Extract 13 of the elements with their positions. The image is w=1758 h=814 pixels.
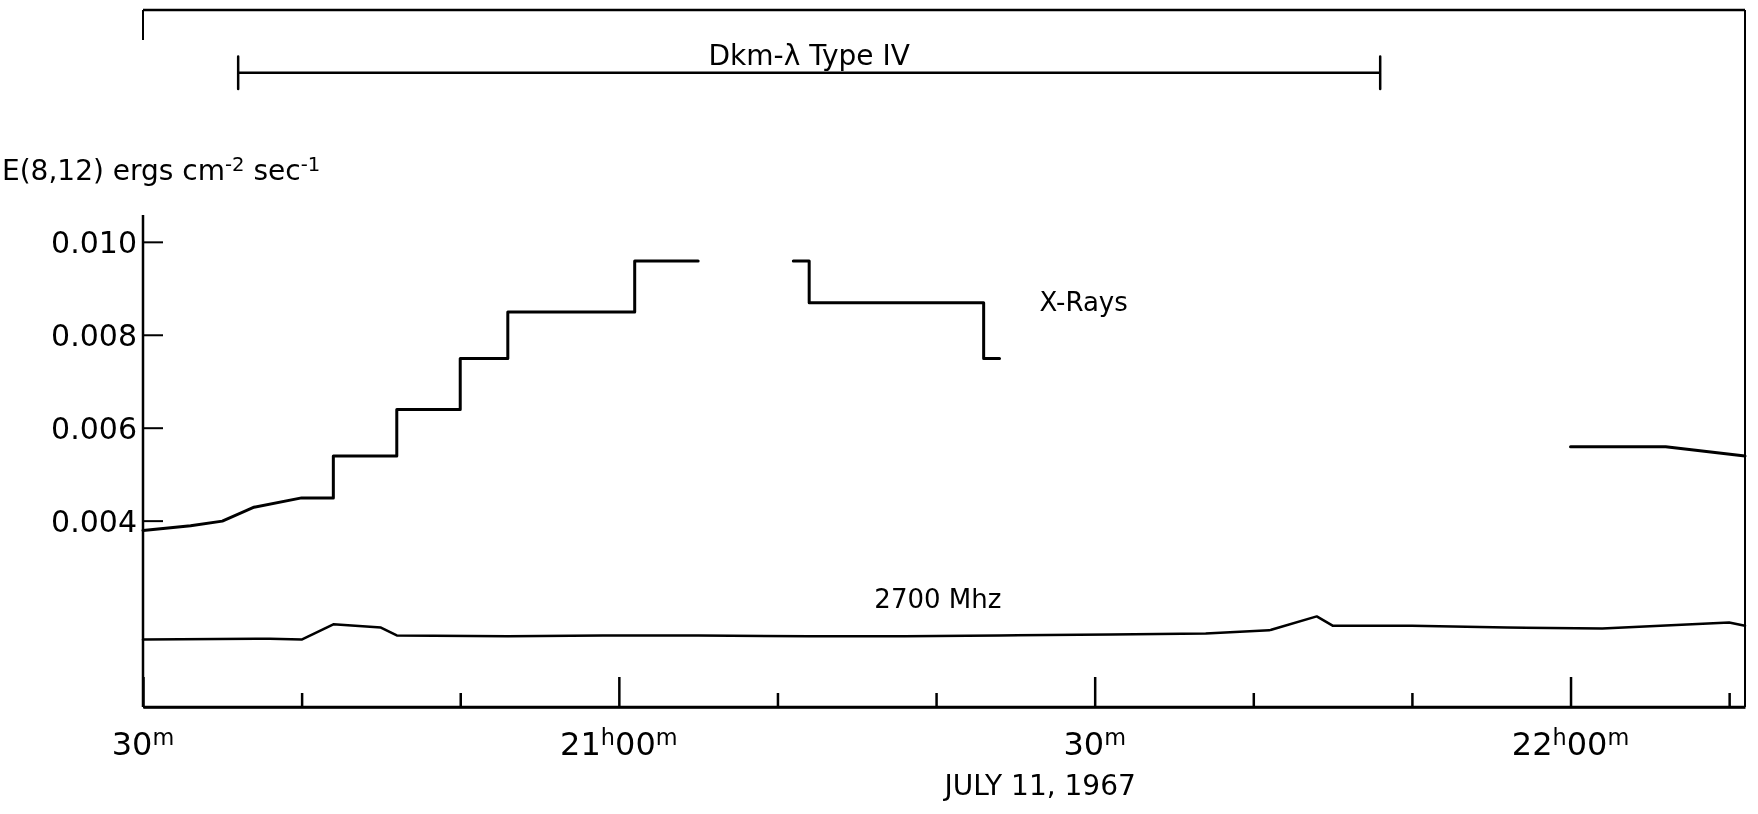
x-tick-label: 30$^{m}$ [1063,724,1126,763]
series-label: 2700 Mhz [874,584,1002,615]
y-tick-label: 0.008 [51,318,137,354]
y-tick-label: 0.004 [51,503,137,539]
text: X-Rays [1039,286,1128,317]
y-axis-title: E(8,12) ergs cm$^{-2}$ sec$^{-1}$ [2,153,321,187]
y-tick-label: 0.006 [51,411,137,446]
y-tick-label: 0.010 [51,225,137,261]
series-label: Dkm-λ Type IV [708,38,910,72]
x-tick-label: 22$^{h}$00$^{m}$ [1511,724,1630,763]
x-tick-label: 30$^{m}$ [111,724,175,763]
x-tick-label: 21$^{h}$00$^{m}$ [560,724,678,763]
x-axis-title: JULY 11, 1967 [942,769,1136,802]
